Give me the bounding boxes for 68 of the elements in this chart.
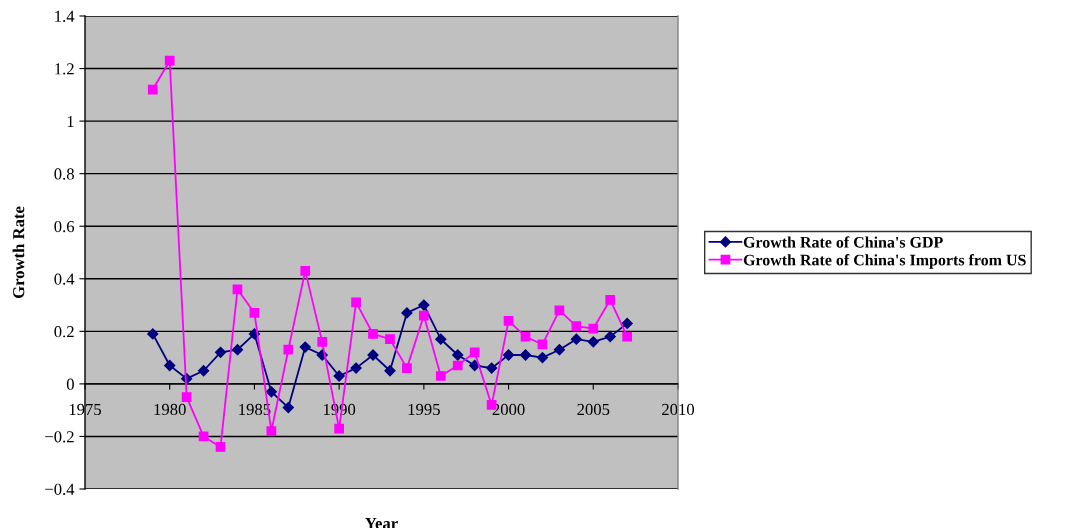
point (570, 333, 582, 345)
point (588, 323, 599, 334)
point (299, 341, 311, 353)
y-tick-label: −0.2 (45, 431, 74, 443)
y-tick-label: 0 (66, 378, 74, 390)
point (232, 284, 243, 295)
y-tick-label: 1 (67, 115, 74, 127)
point (300, 266, 311, 276)
y-tick-label: 1.4 (55, 10, 75, 23)
point (351, 297, 361, 308)
y-tick-label: 0.8 (54, 168, 74, 180)
point (215, 442, 226, 452)
point (164, 55, 175, 66)
point (401, 307, 413, 319)
point (469, 347, 480, 358)
point (486, 362, 498, 374)
point (469, 359, 481, 372)
point (384, 365, 396, 377)
point (435, 333, 447, 345)
x-tick-label: 2000 (492, 403, 525, 416)
point (181, 392, 192, 402)
point (536, 352, 549, 364)
point (334, 423, 345, 434)
point (452, 349, 464, 361)
point (317, 336, 328, 347)
point (282, 401, 294, 414)
point (452, 360, 463, 371)
point (621, 317, 633, 330)
legend-label: Growth Rate of China's GDP (743, 236, 943, 248)
point (333, 370, 345, 382)
point (554, 305, 565, 316)
point (249, 308, 260, 318)
point (147, 84, 158, 95)
y-tick-label: 1.2 (55, 63, 74, 75)
point (350, 362, 362, 374)
point (164, 359, 176, 372)
point (197, 365, 210, 377)
y-tick-label: −0.4 (45, 483, 75, 496)
y-tick-label: 0.2 (54, 326, 74, 338)
point (519, 349, 532, 361)
point (418, 299, 430, 311)
y-tick-label: 0.4 (54, 273, 75, 285)
x-tick-label: 2010 (662, 403, 695, 416)
point (283, 344, 294, 355)
point (553, 344, 566, 356)
point (502, 349, 515, 361)
point (622, 331, 633, 342)
legend-label: Growth Rate of China's Imports from US (743, 254, 1026, 269)
point (385, 334, 395, 345)
point (214, 346, 227, 358)
point (605, 294, 616, 305)
y-axis-title: Growth Rate (12, 206, 25, 299)
point (418, 310, 429, 321)
point (265, 386, 277, 398)
point (435, 371, 446, 381)
point (604, 330, 616, 343)
point (147, 328, 159, 340)
x-tick-label: 2005 (577, 403, 610, 416)
y-tick-label: 0.6 (54, 220, 75, 233)
point (587, 336, 599, 348)
point (503, 315, 514, 326)
point (402, 363, 412, 373)
point (368, 329, 378, 339)
x-tick-label: 1995 (408, 403, 440, 416)
point (571, 321, 582, 331)
point (266, 426, 277, 437)
point (231, 344, 244, 356)
x-tick-label: 1980 (154, 403, 186, 416)
